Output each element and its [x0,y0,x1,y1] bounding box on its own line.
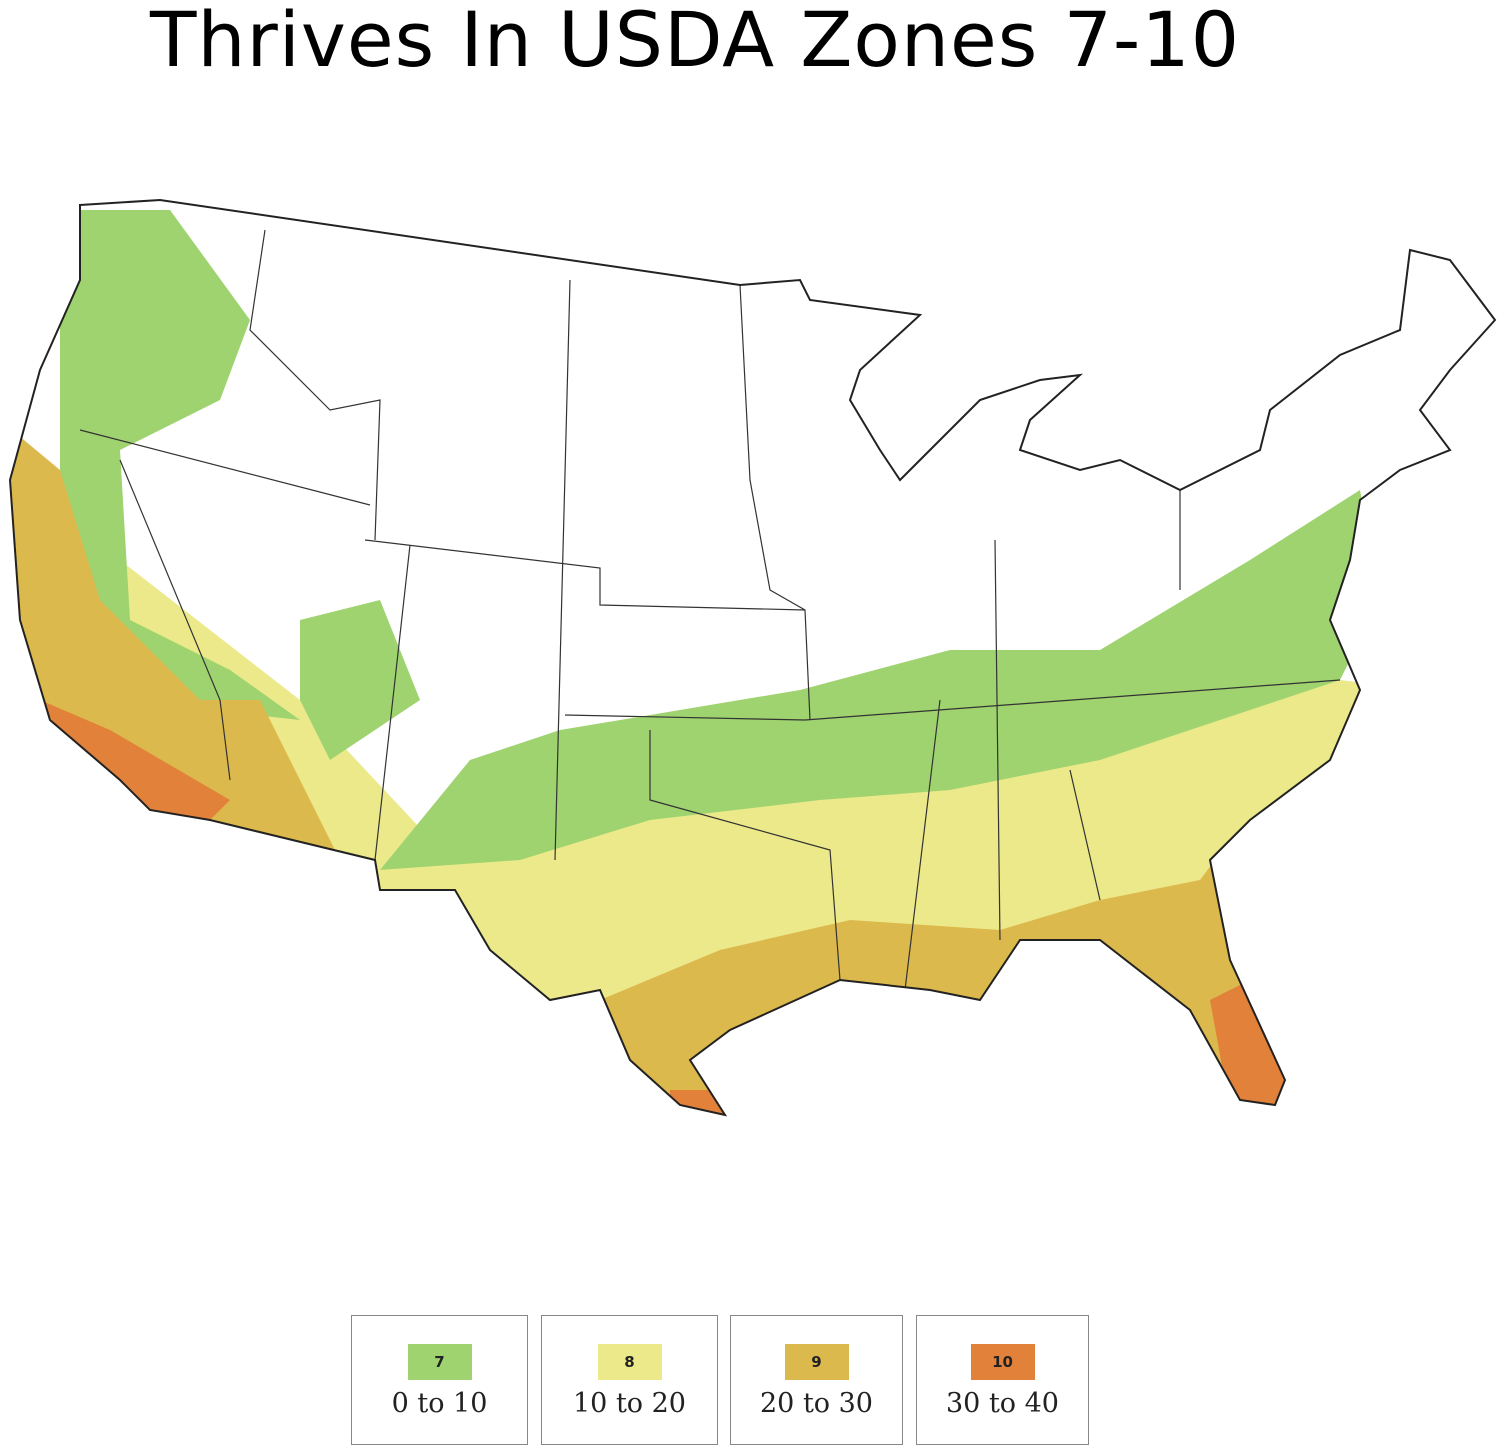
legend-swatch: 7 [407,1344,472,1380]
legend-range: 10 to 20 [573,1388,686,1419]
usda-map [9,199,1496,1116]
legend-item: 9 20 to 30 [730,1315,903,1445]
legend-range: 30 to 40 [946,1388,1059,1419]
zone-7-area [60,210,300,720]
state-borders [79,229,1341,991]
zone-10-area [40,700,230,830]
legend-item: 8 10 to 20 [541,1315,718,1445]
legend-range: 20 to 30 [760,1388,873,1419]
legend-item: 7 0 to 10 [351,1315,528,1445]
legend-swatch: 10 [970,1344,1035,1380]
legend-range: 0 to 10 [391,1388,488,1419]
legend-swatch: 9 [784,1344,849,1380]
legend-item: 10 30 to 40 [916,1315,1089,1445]
title: Thrives In USDA Zones 7-10 [149,0,1241,84]
zone-10-area [1210,980,1300,1110]
zone-7-area [380,490,1380,870]
legend-swatch: 8 [597,1344,662,1380]
